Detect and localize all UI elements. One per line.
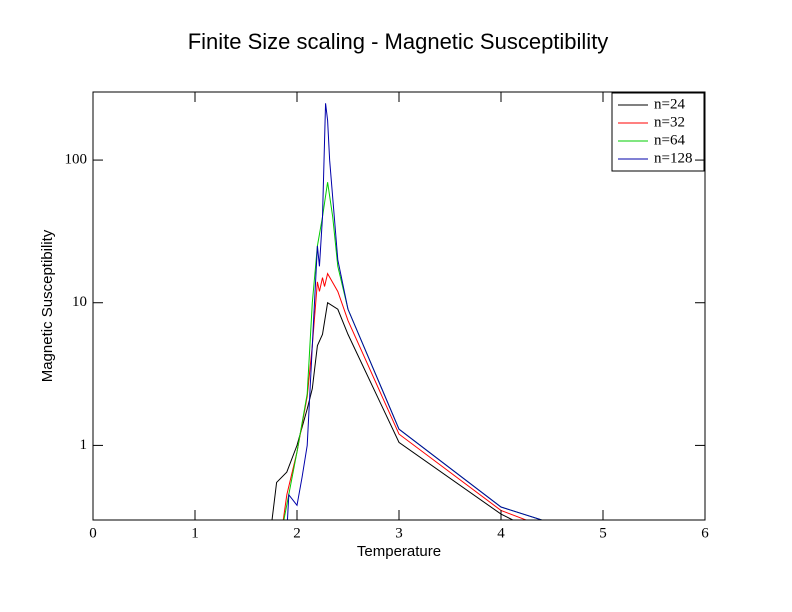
x-tick-label: 1 xyxy=(191,525,199,541)
series-line xyxy=(286,103,542,520)
series-line xyxy=(271,301,514,520)
x-tick-label: 6 xyxy=(701,525,709,541)
y-axis-label: Magnetic Susceptibility xyxy=(39,229,56,382)
legend-label: n=128 xyxy=(654,150,692,166)
plot-area xyxy=(271,103,542,520)
x-axis-label: Temperature xyxy=(357,543,441,560)
y-tick-label: 10 xyxy=(72,294,87,310)
x-tick-label: 2 xyxy=(293,525,301,541)
x-tick-label: 5 xyxy=(599,525,607,541)
legend-label: n=32 xyxy=(654,114,685,130)
y-tick-label: 100 xyxy=(65,152,88,168)
x-tick-label: 0 xyxy=(89,525,97,541)
x-tick-label: 4 xyxy=(497,525,505,541)
legend: n=24 n=32 n=64 n=128 xyxy=(611,92,705,172)
legend-box xyxy=(611,92,705,172)
legend-label: n=64 xyxy=(654,132,685,148)
y-tick-label: 1 xyxy=(80,437,88,453)
chart-title: Finite Size scaling - Magnetic Susceptib… xyxy=(188,29,609,54)
x-tick-label: 3 xyxy=(395,525,403,541)
legend-label: n=24 xyxy=(654,96,685,112)
